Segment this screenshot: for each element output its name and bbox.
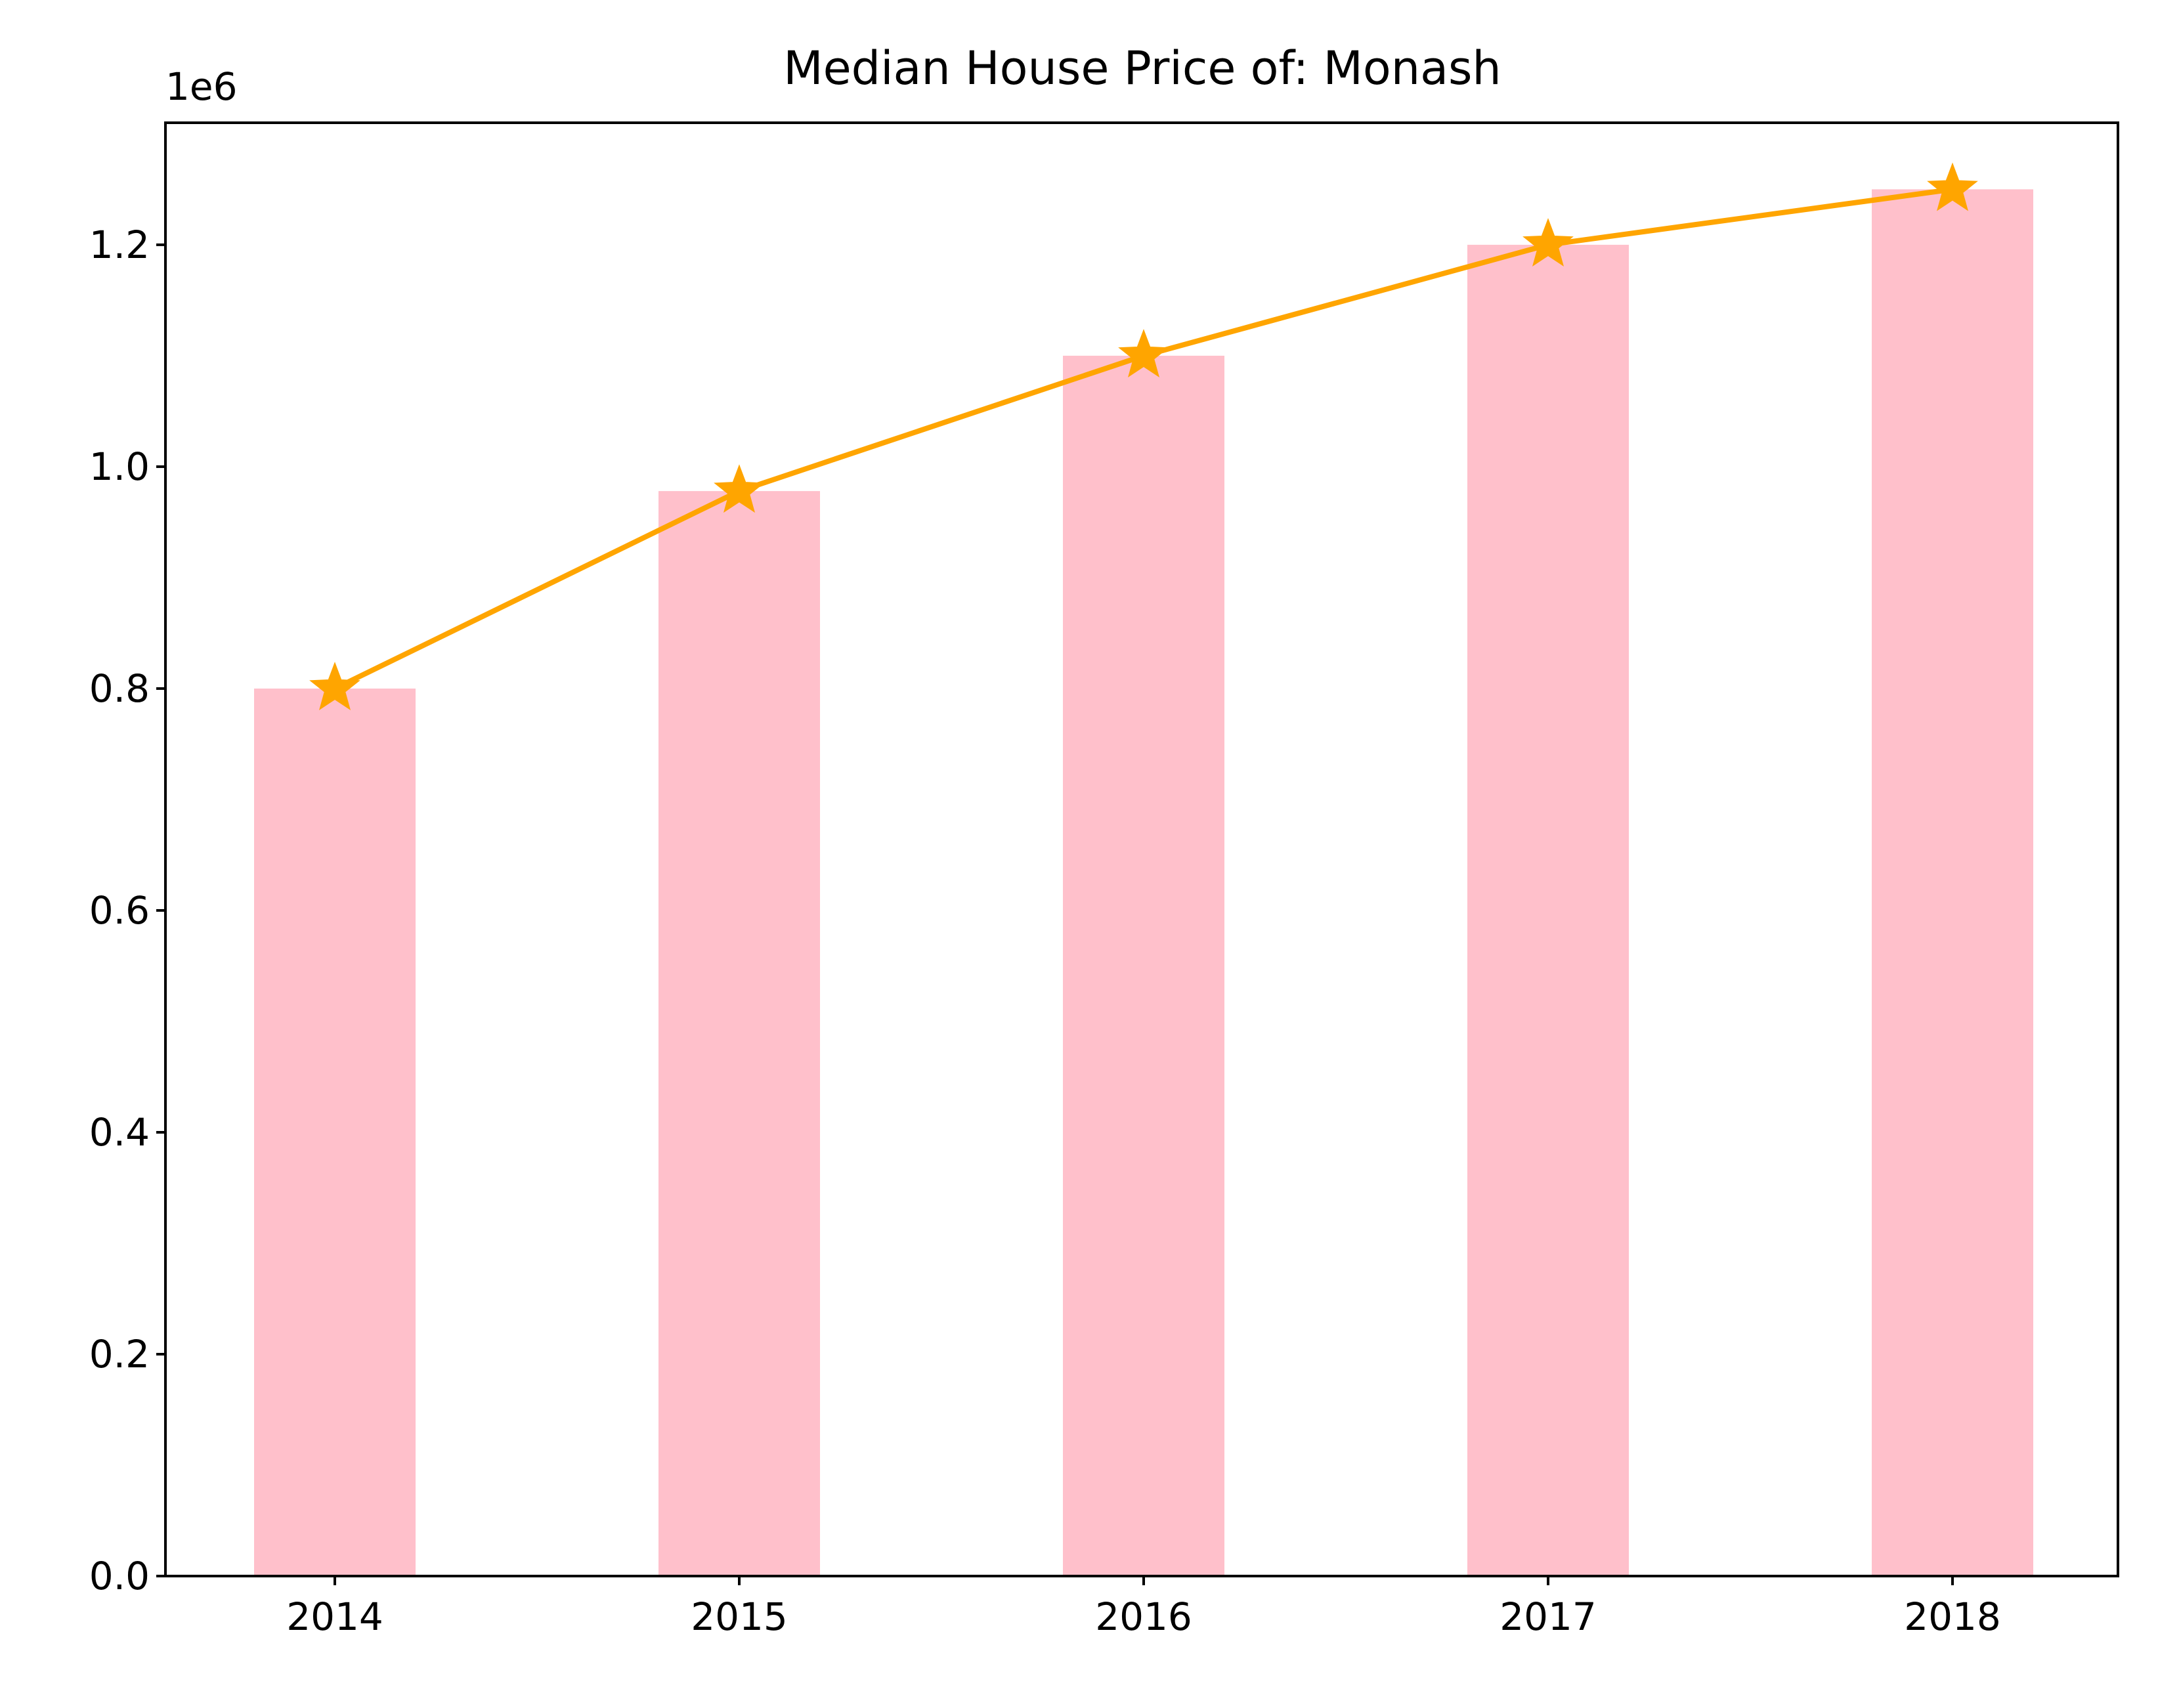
y-tick-label: 0.2 bbox=[89, 1332, 150, 1377]
y-tick-label: 1.2 bbox=[89, 223, 150, 267]
x-tick-label: 2015 bbox=[691, 1594, 788, 1639]
x-tick-label: 2017 bbox=[1500, 1594, 1597, 1639]
bar-2018 bbox=[1872, 189, 2033, 1577]
chart-title: Median House Price of: Monash bbox=[783, 41, 1501, 95]
star-icon bbox=[1522, 218, 1574, 267]
x-tick-label: 2016 bbox=[1095, 1594, 1192, 1639]
plot-frame bbox=[164, 121, 2119, 1577]
y-tick-label: 0.4 bbox=[89, 1110, 150, 1155]
star-icon bbox=[1118, 329, 1169, 377]
y-axis: 0.0 0.2 0.4 0.6 0.8 1.0 1.2 bbox=[89, 223, 165, 1598]
x-axis: 2014 2015 2016 2017 2018 bbox=[286, 1576, 2001, 1639]
star-icon bbox=[1927, 162, 1978, 211]
line-layer bbox=[309, 162, 1978, 710]
star-icon bbox=[714, 464, 765, 513]
bar-2014 bbox=[254, 688, 416, 1576]
x-tick-label: 2014 bbox=[286, 1594, 383, 1639]
bar-2017 bbox=[1467, 244, 1629, 1576]
y-offset-label: 1e6 bbox=[165, 64, 238, 109]
x-tick-label: 2018 bbox=[1904, 1594, 2001, 1639]
bars-layer bbox=[254, 189, 2033, 1577]
y-tick-label: 0.8 bbox=[89, 666, 150, 711]
star-icon bbox=[309, 662, 360, 710]
y-tick-label: 0.0 bbox=[89, 1554, 150, 1598]
bar-2016 bbox=[1063, 355, 1224, 1576]
y-tick-label: 1.0 bbox=[89, 444, 150, 489]
bar-2015 bbox=[658, 491, 820, 1576]
y-tick-label: 0.6 bbox=[89, 888, 150, 933]
